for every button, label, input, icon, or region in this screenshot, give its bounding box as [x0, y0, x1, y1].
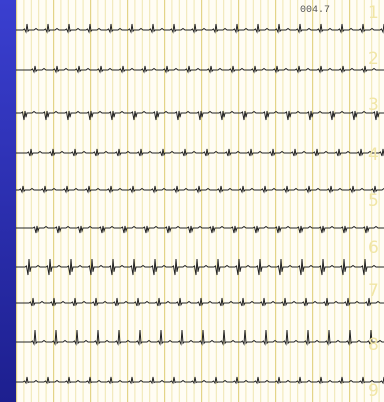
lead-number: 4 [368, 145, 379, 165]
lead-number: 3 [368, 95, 379, 115]
time-label: 004.7 [300, 5, 330, 16]
lead-number: 9 [368, 381, 379, 401]
lead-number: 7 [368, 281, 379, 301]
ecg-slide: 004.7 1 2 3 4 5 6 7 8 9 [0, 0, 384, 402]
lead-number: 1 [368, 3, 379, 23]
lead-number: 2 [368, 49, 379, 69]
lead-number: 8 [368, 335, 379, 355]
lead-number: 5 [368, 191, 379, 211]
lead-numbers: 1 2 3 4 5 6 7 8 9 [368, 3, 379, 401]
side-band [0, 0, 16, 402]
page: {"header": {"time": "004.7"}, "lead_numb… [0, 0, 384, 402]
lead-number: 6 [368, 238, 379, 258]
